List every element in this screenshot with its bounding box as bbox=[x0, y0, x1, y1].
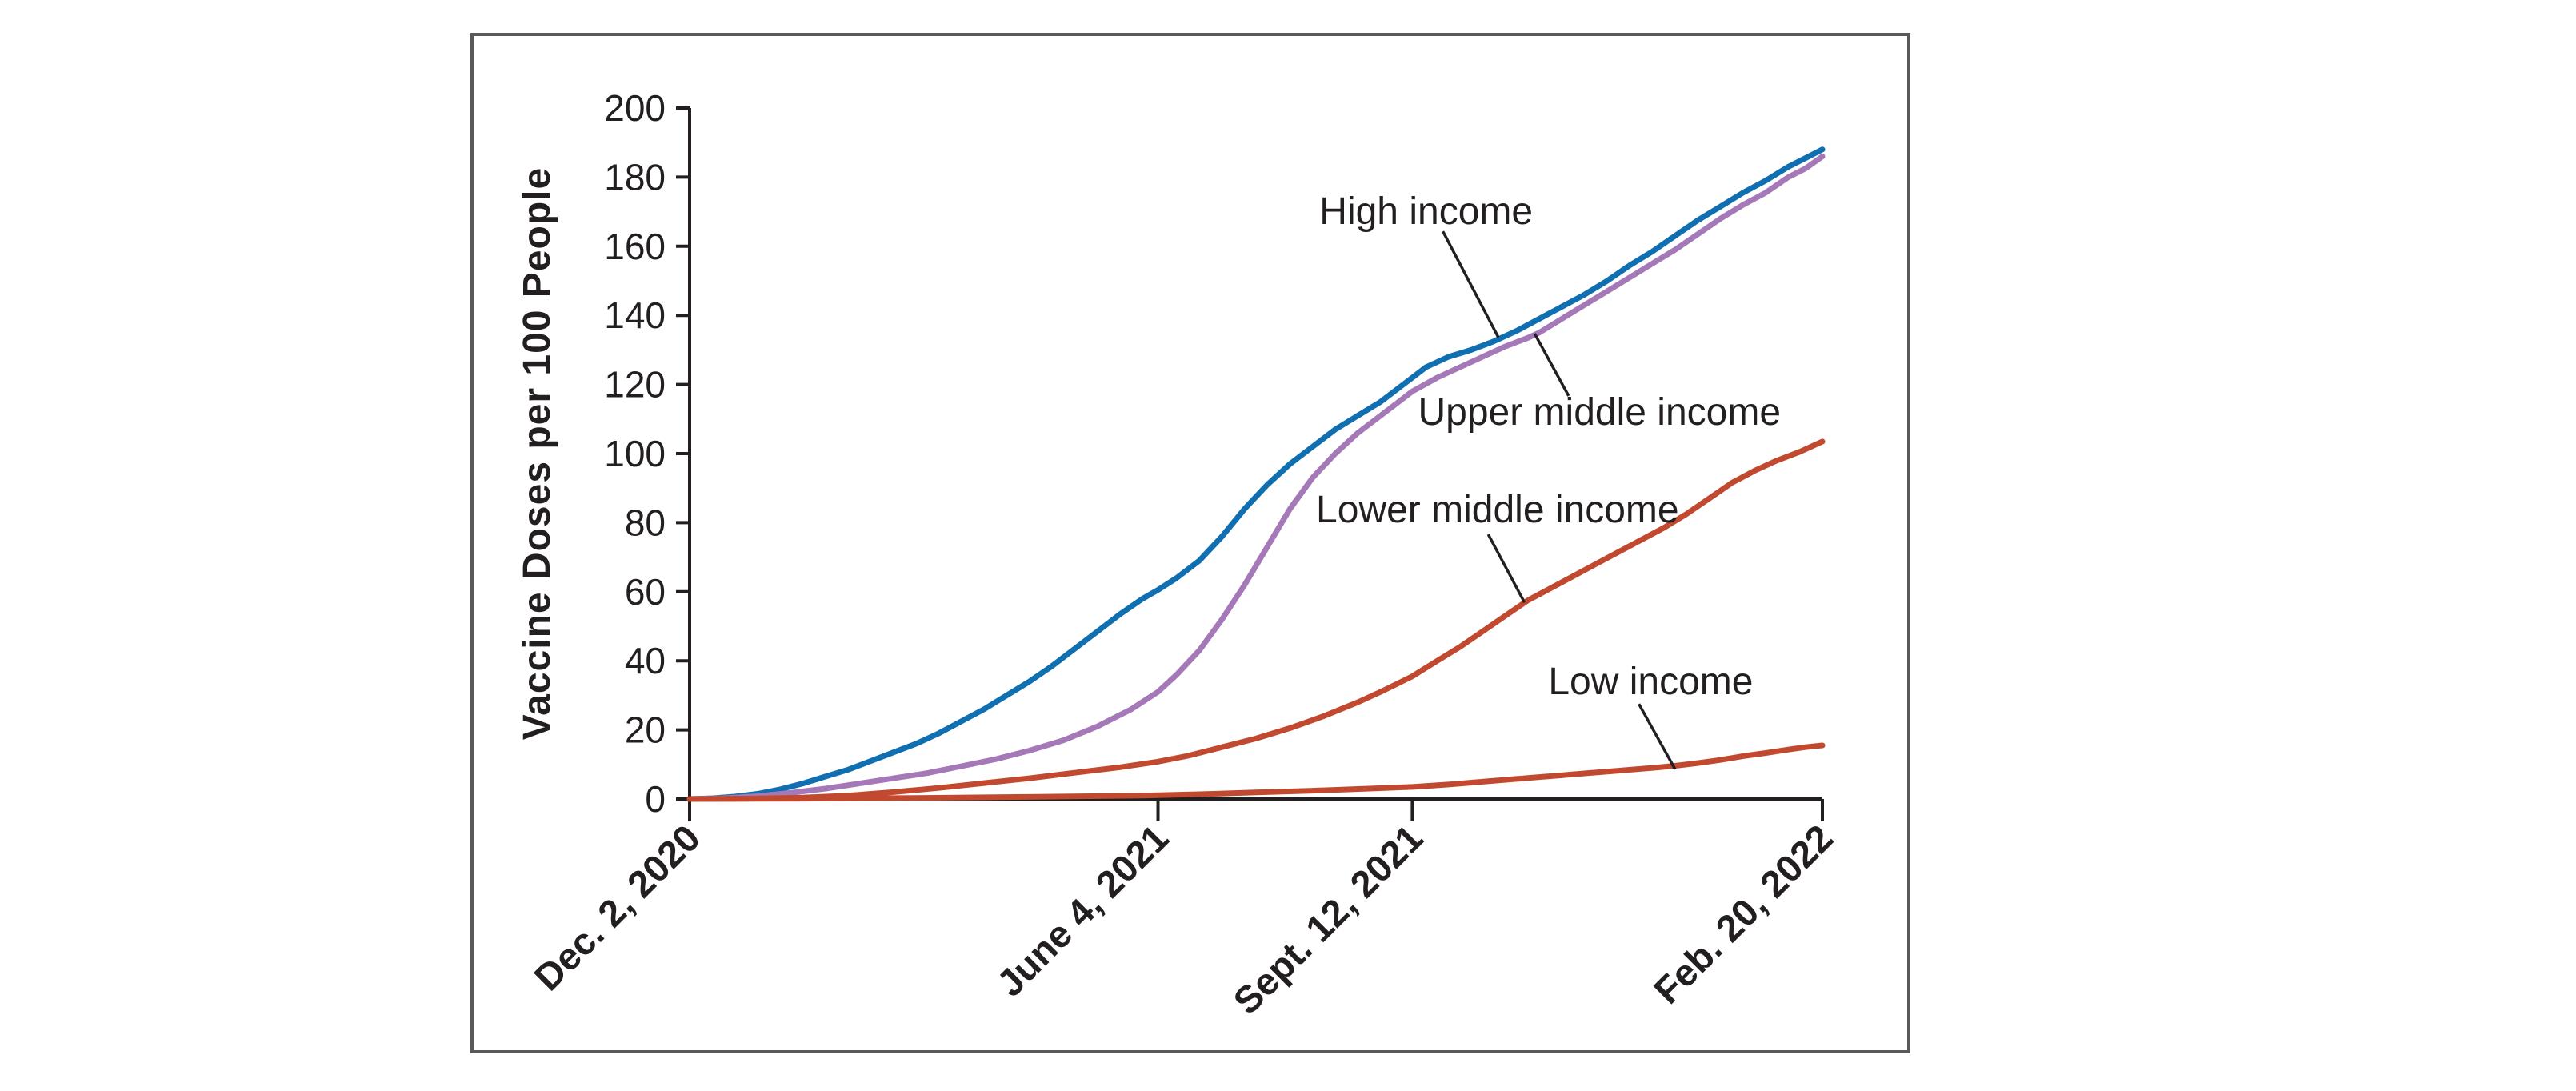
leader-line-3 bbox=[1638, 703, 1677, 770]
annotation-lower-middle-income: Lower middle income bbox=[1316, 489, 1679, 531]
y-tick-label: 80 bbox=[625, 502, 666, 543]
series-line-high-income bbox=[686, 146, 1826, 802]
series-line-lower-middle-income bbox=[686, 438, 1826, 802]
annotation-upper-middle-income: Upper middle income bbox=[1418, 391, 1781, 434]
y-tick-label: 200 bbox=[604, 87, 666, 129]
annotation-high-income: High income bbox=[1319, 190, 1533, 233]
y-axis-title: Vaccine Doses per 100 People bbox=[516, 167, 558, 740]
y-tick-label: 160 bbox=[604, 226, 666, 267]
y-tick-label: 40 bbox=[625, 640, 666, 681]
y-tick-label: 100 bbox=[604, 433, 666, 474]
series-line-low-income bbox=[686, 742, 1826, 802]
y-tick-label: 60 bbox=[625, 571, 666, 613]
series-line-upper-middle-income bbox=[686, 154, 1826, 802]
y-tick-label: 0 bbox=[645, 778, 666, 820]
y-tick-label: 140 bbox=[604, 294, 666, 336]
y-tick-label: 20 bbox=[625, 709, 666, 751]
x-tick-label: Dec. 2, 2020 bbox=[526, 817, 708, 999]
y-tick-label: 120 bbox=[604, 364, 666, 406]
leader-line-1 bbox=[1533, 333, 1570, 397]
x-tick-label: June 4, 2021 bbox=[988, 817, 1176, 1005]
x-tick-label: Sept. 12, 2021 bbox=[1225, 817, 1430, 1022]
x-tick-label: Feb. 20, 2022 bbox=[1646, 817, 1841, 1012]
leader-line-0 bbox=[1442, 230, 1500, 338]
chart-panel: 0 20 40 60 80 100 120 140 160 180 200 Dec. 2, 2020 J… bbox=[470, 33, 1910, 1053]
annotation-low-income: Low income bbox=[1548, 661, 1753, 703]
chart-svg: 0 20 40 60 80 100 120 140 160 180 200 Dec. 2, 2020 J… bbox=[516, 87, 1841, 1022]
y-tick-label: 180 bbox=[604, 156, 666, 198]
leader-line-2 bbox=[1486, 534, 1526, 604]
